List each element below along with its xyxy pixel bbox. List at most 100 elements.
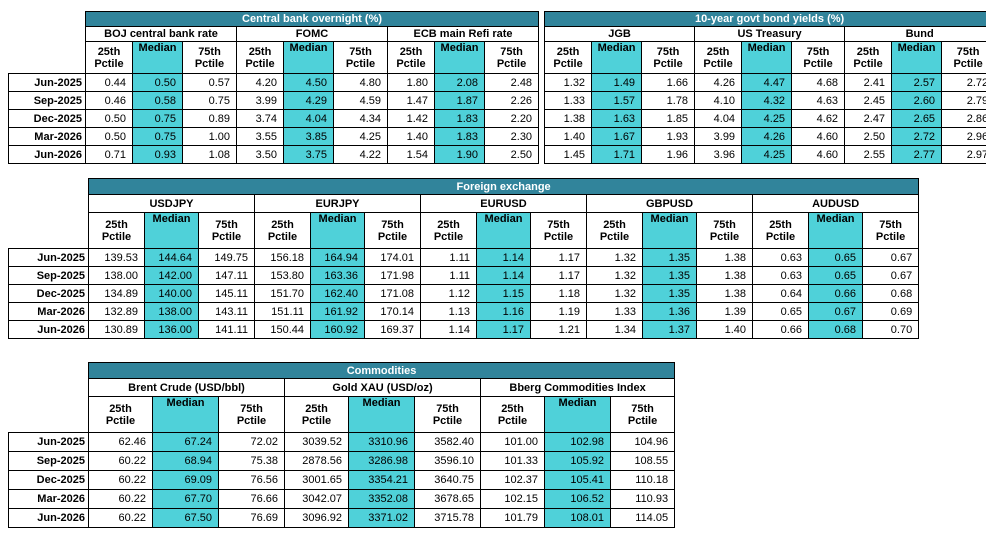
- p75-header-top: 75th: [956, 45, 980, 58]
- p75-cell: 2.26: [483, 91, 540, 110]
- group-header: BOJ central bank rate: [85, 26, 237, 42]
- median-cell: 0.68: [808, 320, 863, 339]
- p75-header-bottom: Pctile: [377, 230, 408, 243]
- table-row: Mar-2026 132.89 138.00 143.11 151.11 161.92 17…: [8, 302, 920, 321]
- p25-cell: 4.20: [236, 73, 284, 92]
- median-cell: 1.16: [476, 302, 531, 321]
- median-cell: 1.17: [476, 320, 531, 339]
- p75-header: 75th Pctile: [483, 41, 540, 74]
- p25-cell: 0.71: [85, 145, 133, 164]
- median-cell: 0.65: [808, 248, 863, 267]
- median-cell: 144.64: [144, 248, 199, 267]
- p25-header: 25th Pctile: [480, 396, 545, 433]
- median-cell: 102.98: [544, 432, 611, 452]
- p75-cell: 2.79: [941, 91, 986, 110]
- p25-cell: 1.12: [420, 284, 477, 303]
- p75-cell: 4.63: [791, 91, 846, 110]
- p25-cell: 1.40: [387, 127, 435, 146]
- median-cell: 162.40: [310, 284, 365, 303]
- row-label: Sep-2025: [8, 266, 89, 285]
- median-cell: 108.01: [544, 508, 611, 528]
- median-cell: 2.60: [891, 91, 943, 110]
- p75-header: 75th Pctile: [182, 41, 237, 74]
- median-cell: 4.04: [283, 109, 334, 128]
- p25-header-top: 25th: [105, 218, 128, 231]
- p75-header-bottom: Pctile: [345, 57, 376, 70]
- p75-header-bottom: Pctile: [709, 230, 740, 243]
- p75-cell: 1.66: [641, 73, 696, 92]
- median-header: Median: [348, 396, 415, 433]
- p25-cell: 130.89: [88, 320, 145, 339]
- table-row: Jun-2026 130.89 136.00 141.11 150.44 160.92 16…: [8, 320, 920, 339]
- group-header: JGB: [544, 26, 696, 42]
- median-cell: 1.35: [642, 266, 697, 285]
- p25-cell: 0.50: [85, 127, 133, 146]
- median-cell: 163.36: [310, 266, 365, 285]
- median-cell: 1.14: [476, 266, 531, 285]
- median-cell: 0.66: [808, 284, 863, 303]
- median-cell: 2.72: [891, 127, 943, 146]
- rates-table: Central bank overnight (%) 10-year govt …: [8, 11, 986, 164]
- p75-cell: 149.75: [198, 248, 255, 267]
- commodities-table: Commodities Brent Crude (USD/bbl) Gold X…: [8, 362, 676, 528]
- p25-cell: 156.18: [254, 248, 311, 267]
- p75-cell: 0.75: [182, 91, 237, 110]
- median-cell: 0.65: [808, 266, 863, 285]
- p75-cell: 3640.75: [414, 470, 481, 490]
- group-header: US Treasury: [694, 26, 846, 42]
- p75-cell: 141.11: [198, 320, 255, 339]
- commodities-title: Commodities: [87, 362, 676, 379]
- p25-cell: 3.50: [236, 145, 284, 164]
- median-cell: 0.50: [132, 73, 183, 92]
- p75-cell: 3678.65: [414, 489, 481, 509]
- table-row: Sep-2025 60.22 68.94 75.38 2878.56 3286.98 359…: [8, 451, 676, 471]
- group-header: GBPUSD: [586, 194, 753, 213]
- p75-header-bottom: Pctile: [194, 57, 225, 70]
- p25-cell: 0.65: [752, 302, 809, 321]
- p25-header-bottom: Pctile: [853, 57, 883, 70]
- p75-cell: 1.21: [530, 320, 587, 339]
- median-cell: 67.70: [152, 489, 219, 509]
- p25-header-top: 25th: [706, 45, 730, 58]
- p25-header-bottom: Pctile: [94, 57, 124, 70]
- p75-cell: 0.57: [182, 73, 237, 92]
- p75-cell: 1.08: [182, 145, 237, 164]
- p25-cell: 3.99: [694, 127, 743, 146]
- p25-cell: 60.22: [88, 451, 153, 471]
- p75-header-top: 75th: [631, 402, 654, 415]
- p75-cell: 2.86: [941, 109, 986, 128]
- p25-cell: 2.50: [844, 127, 893, 146]
- p25-cell: 0.63: [752, 248, 809, 267]
- p75-header-bottom: Pctile: [496, 57, 527, 70]
- median-cell: 3.75: [283, 145, 334, 164]
- p75-cell: 110.93: [609, 489, 676, 509]
- p75-cell: 2.97: [941, 145, 986, 164]
- p75-cell: 2.48: [483, 73, 540, 92]
- median-cell: 105.92: [544, 451, 611, 471]
- row-label: Jun-2025: [8, 73, 86, 92]
- p25-cell: 1.54: [387, 145, 435, 164]
- p25-header-top: 25th: [97, 45, 121, 58]
- p25-cell: 4.04: [694, 109, 743, 128]
- p75-cell: 76.69: [218, 508, 285, 528]
- row-label: Jun-2025: [8, 432, 89, 452]
- p75-header-bottom: Pctile: [211, 230, 242, 243]
- p25-cell: 1.47: [387, 91, 435, 110]
- p25-cell: 1.34: [586, 320, 643, 339]
- p75-cell: 145.11: [198, 284, 255, 303]
- group-header: FOMC: [236, 26, 388, 42]
- median-cell: 4.26: [741, 127, 793, 146]
- median-cell: 3371.02: [348, 508, 415, 528]
- p75-cell: 1.40: [696, 320, 753, 339]
- median-cell: 1.49: [591, 73, 643, 92]
- p25-header-top: 25th: [603, 218, 626, 231]
- median-header: Median: [283, 41, 334, 74]
- p25-cell: 0.46: [85, 91, 133, 110]
- p25-cell: 1.32: [586, 266, 643, 285]
- median-cell: 136.00: [144, 320, 199, 339]
- median-header: Median: [591, 41, 643, 74]
- p75-cell: 1.39: [696, 302, 753, 321]
- median-cell: 0.93: [132, 145, 183, 164]
- row-label: Jun-2026: [8, 145, 86, 164]
- p75-cell: 4.60: [791, 127, 846, 146]
